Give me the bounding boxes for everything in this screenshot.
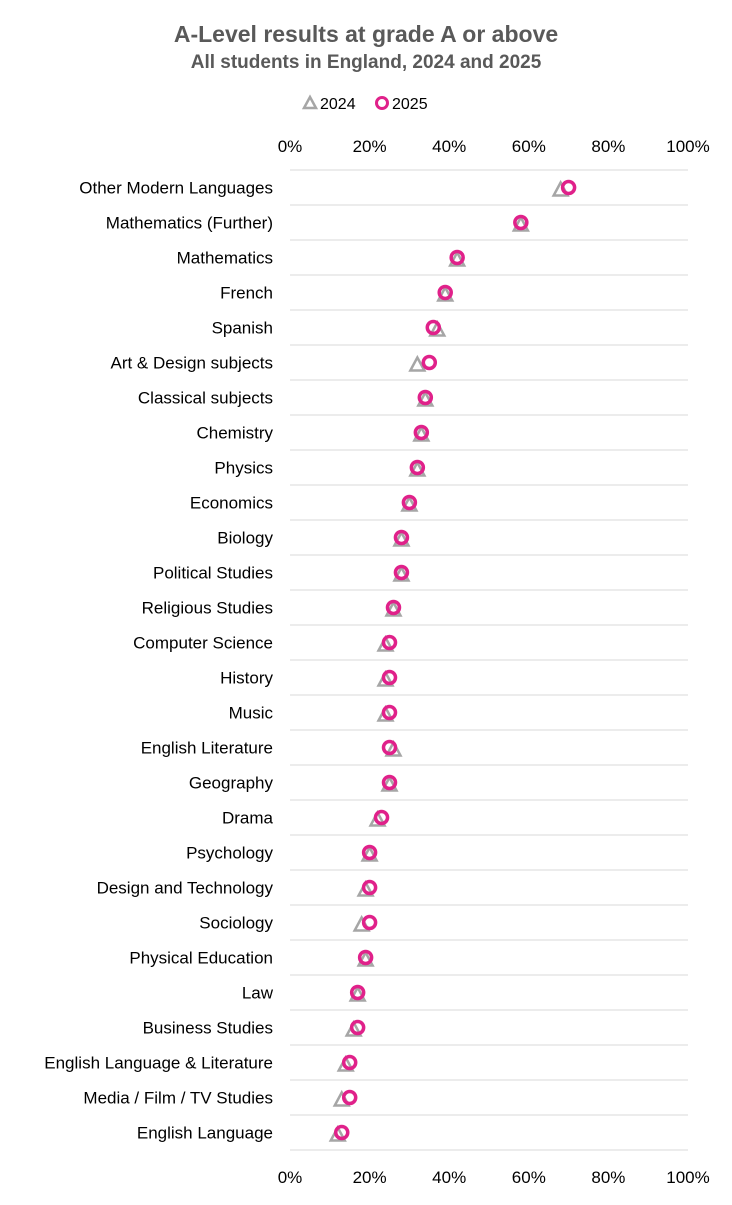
chart-subtitle: All students in England, 2024 and 2025 bbox=[191, 52, 542, 73]
category-label: Psychology bbox=[186, 844, 273, 863]
legend-label-2024: 2024 bbox=[320, 96, 356, 113]
gridlines bbox=[290, 169, 688, 1151]
data-point-2024 bbox=[511, 214, 530, 232]
x-tick-label: 100% bbox=[666, 137, 709, 156]
category-label: Political Studies bbox=[153, 564, 273, 583]
category-label: Drama bbox=[222, 809, 274, 828]
x-axis-bottom: 0% 20% 40% 60% 80% 100% bbox=[278, 1168, 710, 1187]
data-point-2025 bbox=[333, 1124, 350, 1141]
data-point-2025 bbox=[357, 949, 374, 966]
category-label: English Language & Literature bbox=[44, 1054, 273, 1073]
data-point-2024 bbox=[392, 564, 411, 582]
category-label: Economics bbox=[190, 494, 273, 513]
data-point-2025 bbox=[381, 634, 398, 651]
category-label: Physics bbox=[214, 459, 273, 478]
x-tick-label: 80% bbox=[591, 137, 625, 156]
legend-marker-2024 bbox=[301, 94, 319, 110]
data-point-2025 bbox=[437, 284, 453, 301]
data-point-2025 bbox=[425, 319, 442, 336]
data-point-2025 bbox=[341, 1054, 358, 1071]
data-point-2025 bbox=[341, 1089, 358, 1106]
data-point-2025 bbox=[361, 914, 378, 931]
data-point-2024 bbox=[400, 494, 419, 512]
series-2025 bbox=[333, 179, 577, 1141]
data-point-2024 bbox=[436, 284, 455, 302]
data-point-2025 bbox=[513, 214, 529, 231]
data-point-2025 bbox=[449, 249, 465, 266]
category-label: Art & Design subjects bbox=[110, 354, 273, 373]
category-label: Music bbox=[229, 704, 274, 723]
data-point-2024 bbox=[392, 529, 411, 547]
category-label: Business Studies bbox=[143, 1019, 273, 1038]
category-label: Spanish bbox=[212, 319, 273, 338]
category-label: Religious Studies bbox=[142, 599, 273, 618]
category-label: Physical Education bbox=[129, 949, 273, 968]
category-label: Mathematics (Further) bbox=[106, 214, 273, 233]
data-point-2025 bbox=[361, 844, 378, 861]
x-axis-top: 0% 20% 40% 60% 80% 100% bbox=[278, 137, 710, 156]
category-label: Biology bbox=[217, 529, 273, 548]
category-label: French bbox=[220, 284, 273, 303]
chart-title: A-Level results at grade A or above bbox=[174, 21, 558, 47]
data-point-2025 bbox=[349, 1019, 366, 1036]
data-point-2025 bbox=[393, 529, 410, 546]
data-point-2025 bbox=[381, 739, 398, 756]
data-point-2024 bbox=[360, 844, 379, 862]
data-point-2024 bbox=[348, 984, 367, 1002]
data-point-2025 bbox=[349, 984, 366, 1001]
category-label: Geography bbox=[189, 774, 274, 793]
series-2024 bbox=[328, 179, 570, 1142]
x-tick-label: 40% bbox=[432, 137, 466, 156]
legend-marker-2025 bbox=[375, 96, 389, 110]
category-label: Mathematics bbox=[177, 249, 273, 268]
x-tick-label: 100% bbox=[666, 1168, 709, 1187]
category-labels: Other Modern Languages Mathematics (Furth… bbox=[44, 179, 273, 1143]
data-point-2024 bbox=[380, 774, 399, 792]
data-point-2025 bbox=[413, 424, 430, 441]
category-label: Law bbox=[242, 984, 274, 1003]
category-label: Classical subjects bbox=[138, 389, 273, 408]
x-tick-label: 60% bbox=[512, 137, 546, 156]
legend: 2024 2025 bbox=[301, 94, 428, 113]
category-label: English Literature bbox=[141, 739, 273, 758]
data-point-2025 bbox=[560, 179, 577, 196]
data-point-2025 bbox=[381, 774, 398, 791]
category-label: Design and Technology bbox=[97, 879, 274, 898]
data-point-2024 bbox=[356, 949, 375, 967]
data-point-2025 bbox=[381, 704, 398, 721]
data-point-2024 bbox=[408, 459, 427, 477]
category-label: Sociology bbox=[199, 914, 273, 933]
category-label: Other Modern Languages bbox=[79, 179, 273, 198]
data-point-2025 bbox=[393, 564, 410, 581]
x-tick-label: 40% bbox=[432, 1168, 466, 1187]
data-point-2024 bbox=[384, 599, 403, 617]
data-point-2024 bbox=[416, 389, 435, 407]
data-point-2024 bbox=[448, 249, 467, 267]
x-tick-label: 60% bbox=[512, 1168, 546, 1187]
legend-label-2025: 2025 bbox=[392, 96, 428, 113]
x-tick-label: 0% bbox=[278, 1168, 303, 1187]
category-label: Computer Science bbox=[133, 634, 273, 653]
category-label: Chemistry bbox=[196, 424, 273, 443]
data-point-2025 bbox=[409, 459, 426, 476]
data-point-2024 bbox=[408, 354, 427, 372]
category-label: English Language bbox=[137, 1124, 273, 1143]
x-tick-label: 0% bbox=[278, 137, 303, 156]
data-point-2025 bbox=[381, 669, 398, 686]
data-point-2025 bbox=[373, 809, 390, 826]
data-point-2025 bbox=[417, 389, 434, 406]
category-label: History bbox=[220, 669, 273, 688]
data-point-2025 bbox=[385, 599, 402, 616]
data-point-2025 bbox=[421, 354, 438, 371]
x-tick-label: 20% bbox=[353, 137, 387, 156]
data-point-2025 bbox=[361, 879, 378, 896]
data-point-2024 bbox=[412, 424, 431, 442]
data-point-2025 bbox=[401, 494, 418, 511]
x-tick-label: 20% bbox=[353, 1168, 387, 1187]
x-tick-label: 80% bbox=[591, 1168, 625, 1187]
category-label: Media / Film / TV Studies bbox=[83, 1089, 273, 1108]
